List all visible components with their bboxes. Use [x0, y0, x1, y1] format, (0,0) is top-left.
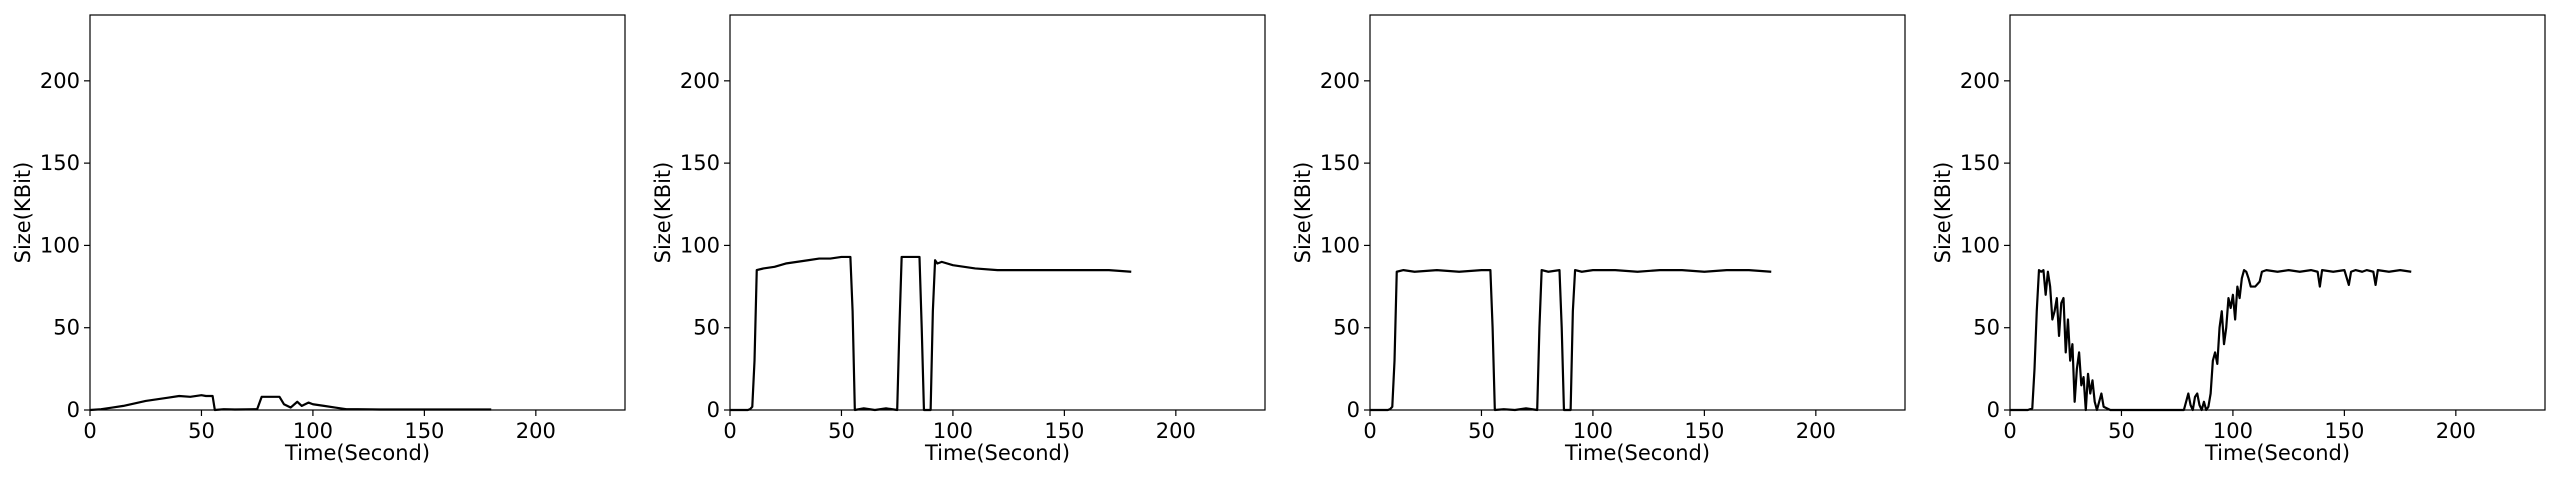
chart-panel-4: 0 50 100 150 200 0 50 100 150 200 Time(Second) Size… — [1920, 0, 2560, 480]
y-tick-label: 150 — [680, 151, 720, 175]
y-tick-label: 50 — [1973, 316, 2000, 340]
y-tick-label: 150 — [1960, 151, 2000, 175]
x-tick-label: 100 — [1573, 419, 1613, 443]
chart-panel-3: 0 50 100 150 200 0 50 100 150 200 Time(Second) Size… — [1280, 0, 1920, 480]
y-tick-label: 100 — [1960, 233, 2000, 257]
x-tick-label: 200 — [1796, 419, 1836, 443]
y-tick-label: 50 — [53, 316, 80, 340]
y-axis-label: Size(KBit) — [1291, 162, 1315, 264]
x-tick-label: 50 — [2108, 419, 2135, 443]
x-tick-label: 150 — [1684, 419, 1724, 443]
x-tick-label: 200 — [2436, 419, 2476, 443]
series-line-1 — [1370, 269, 1772, 412]
x-tick-label: 50 — [828, 419, 855, 443]
y-tick-label: 100 — [40, 233, 80, 257]
x-tick-label: 0 — [723, 419, 736, 443]
chart-1-svg: 0 50 100 150 200 0 50 100 150 200 Time(Second) Size… — [11, 14, 626, 465]
x-tick-label: 50 — [188, 419, 215, 443]
x-tick-label: 150 — [2324, 419, 2364, 443]
series-line-1 — [730, 255, 1132, 412]
y-tick-label: 0 — [1347, 398, 1360, 422]
y-tick-label: 50 — [693, 316, 720, 340]
y-tick-label: 100 — [1320, 233, 1360, 257]
y-tick-label: 200 — [680, 69, 720, 93]
chart-panel-2: 0 50 100 150 200 0 50 100 150 200 Time(Second) Size… — [640, 0, 1280, 480]
series-line-1 — [89, 394, 492, 412]
y-tick-label: 0 — [1987, 398, 2000, 422]
y-tick-label: 150 — [1320, 151, 1360, 175]
y-tick-label: 100 — [680, 233, 720, 257]
x-tick-label: 50 — [1468, 419, 1495, 443]
x-tick-label: 200 — [1156, 419, 1196, 443]
plot-frame — [2009, 14, 2546, 411]
y-axis-label: Size(KBit) — [1931, 162, 1955, 264]
x-tick-label: 100 — [2213, 419, 2253, 443]
plot-frame — [1369, 14, 1906, 411]
x-tick-label: 150 — [404, 419, 444, 443]
y-tick-label: 150 — [40, 151, 80, 175]
x-tick-label: 0 — [83, 419, 96, 443]
y-tick-label: 0 — [707, 398, 720, 422]
plot-frame — [89, 14, 626, 411]
x-tick-label: 100 — [933, 419, 973, 443]
chart-4-svg: 0 50 100 150 200 0 50 100 150 200 Time(Second) Size… — [1931, 14, 2546, 465]
y-tick-label: 0 — [67, 398, 80, 422]
y-tick-label: 200 — [1320, 69, 1360, 93]
chart-3-svg: 0 50 100 150 200 0 50 100 150 200 Time(Second) Size… — [1291, 14, 1906, 465]
x-tick-label: 100 — [293, 419, 333, 443]
y-tick-label: 50 — [1333, 316, 1360, 340]
y-axis-label: Size(KBit) — [651, 162, 675, 264]
plot-frame — [729, 14, 1266, 411]
series-line-1 — [2010, 269, 2412, 412]
x-axis-label: Time(Second) — [1564, 441, 1710, 465]
x-tick-label: 150 — [1044, 419, 1084, 443]
chart-panel-1: 0 50 100 150 200 0 50 100 150 200 Time(Second) Size… — [0, 0, 640, 480]
y-tick-label: 200 — [40, 69, 80, 93]
x-tick-label: 0 — [1363, 419, 1376, 443]
y-tick-label: 200 — [1960, 69, 2000, 93]
x-axis-label: Time(Second) — [2204, 441, 2350, 465]
x-axis-label: Time(Second) — [924, 441, 1070, 465]
chart-2-svg: 0 50 100 150 200 0 50 100 150 200 Time(Second) Size… — [651, 14, 1266, 465]
x-tick-label: 0 — [2003, 419, 2016, 443]
y-axis-label: Size(KBit) — [11, 162, 35, 264]
x-tick-label: 200 — [516, 419, 556, 443]
x-axis-label: Time(Second) — [284, 441, 430, 465]
